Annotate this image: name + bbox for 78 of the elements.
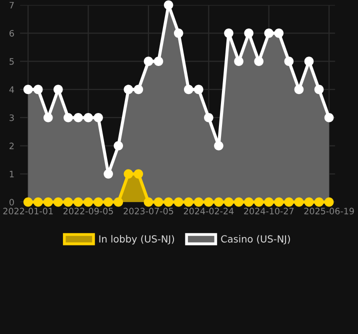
point	[314, 197, 324, 207]
point	[234, 56, 244, 66]
point	[104, 169, 113, 179]
y-tick-label: 5	[10, 58, 14, 65]
point	[74, 112, 83, 122]
x-tick-label: 2024-10-27	[244, 208, 294, 214]
point	[294, 84, 304, 94]
point	[134, 169, 144, 179]
point	[74, 197, 83, 207]
point	[254, 56, 264, 66]
point	[33, 197, 43, 207]
point	[94, 112, 103, 122]
y-tick-label: 4	[9, 86, 14, 93]
point	[54, 84, 63, 94]
y-tick-label: 3	[10, 114, 14, 122]
point	[324, 197, 334, 207]
point	[54, 197, 63, 207]
point	[194, 84, 204, 94]
point	[114, 141, 124, 150]
point	[154, 56, 164, 66]
point	[33, 84, 43, 94]
point	[314, 84, 324, 94]
point	[224, 28, 234, 38]
point	[284, 56, 294, 66]
point	[154, 197, 164, 207]
point	[324, 112, 334, 122]
y-tick-label: 6	[10, 30, 14, 37]
point	[124, 169, 134, 179]
point	[144, 56, 154, 66]
point	[23, 84, 33, 94]
point	[234, 197, 244, 207]
point	[204, 197, 214, 207]
point	[84, 112, 93, 122]
point	[254, 197, 264, 207]
y-tick-label: 7	[10, 2, 14, 8]
point	[114, 197, 124, 207]
point	[264, 197, 274, 207]
point	[214, 197, 224, 207]
point	[264, 28, 274, 38]
y-tick-label: 2	[10, 142, 14, 150]
point	[244, 28, 254, 38]
point	[284, 197, 294, 207]
point	[174, 197, 184, 207]
point	[294, 197, 304, 207]
point	[204, 112, 214, 122]
point	[64, 197, 73, 207]
point	[174, 28, 184, 38]
point	[144, 197, 154, 207]
point	[124, 84, 134, 94]
legend-label: In lobby (US-NJ)	[99, 235, 174, 244]
point	[274, 28, 284, 38]
point	[23, 197, 33, 207]
x-tick-label: 2022-01-01	[3, 208, 53, 214]
legend-label: Casino (US-NJ)	[221, 235, 290, 244]
y-tick-label: 1	[10, 170, 14, 178]
point	[104, 197, 113, 207]
x-tick-label: 2024-02-24	[184, 208, 234, 214]
point	[304, 56, 314, 66]
point	[304, 197, 314, 207]
point	[214, 141, 224, 150]
point	[43, 197, 53, 207]
point	[84, 197, 93, 207]
point	[94, 197, 103, 207]
point	[64, 112, 73, 122]
point	[164, 197, 174, 207]
point	[164, 0, 174, 10]
x-tick-label: 2022-09-05	[63, 208, 113, 214]
y-tick-label: 0	[10, 198, 14, 206]
point	[194, 197, 204, 207]
point	[43, 112, 53, 122]
x-tick-label: 2025-06-19	[304, 208, 354, 214]
point	[224, 197, 234, 207]
point	[244, 197, 254, 207]
point	[184, 197, 194, 207]
point	[274, 197, 284, 207]
point	[134, 84, 144, 94]
x-tick-label: 2023-07-05	[124, 208, 174, 214]
point	[184, 84, 194, 94]
